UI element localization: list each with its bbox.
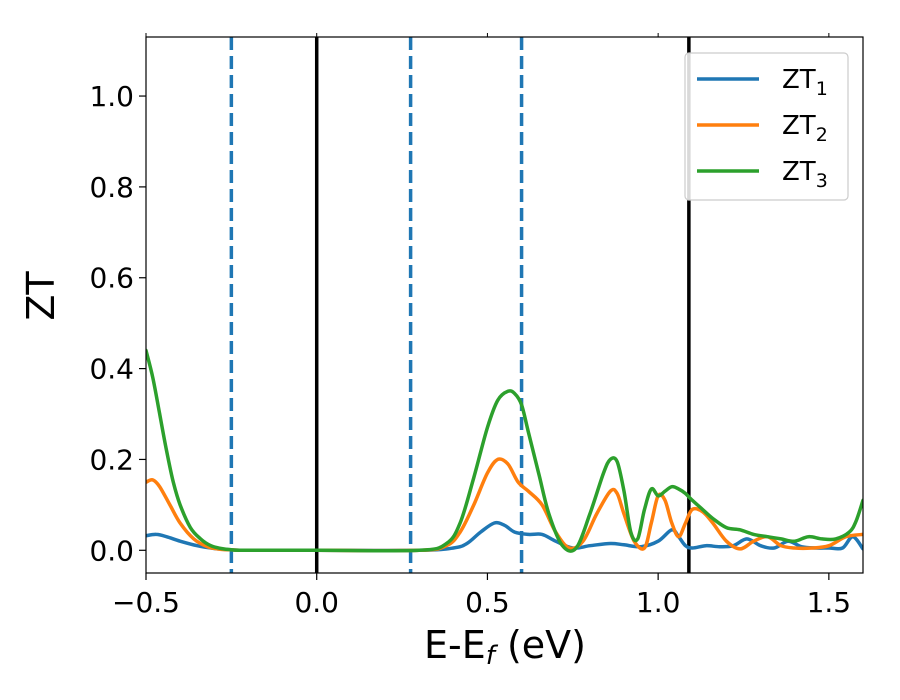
axis-ticks: −0.5 0.0 0.5 1.0 1.5 0.0 0.2 0.4 0.6 0.8 1.0 bbox=[89, 33, 851, 619]
legend-label-zt3: ZT3 bbox=[782, 157, 828, 192]
x-tick-label: 1.0 bbox=[636, 586, 681, 619]
legend-label-zt1: ZT1 bbox=[782, 65, 828, 100]
x-tick-label: 0.0 bbox=[294, 586, 339, 619]
y-axis-label: ZT bbox=[19, 271, 63, 321]
x-tick-label: 1.5 bbox=[807, 586, 852, 619]
legend: ZT1 ZT2 ZT3 bbox=[684, 52, 849, 201]
y-tick-label: 1.0 bbox=[89, 80, 134, 113]
series-layer bbox=[146, 348, 863, 553]
y-tick-label: 0.8 bbox=[89, 171, 134, 204]
y-tick-label: 0.4 bbox=[89, 353, 134, 386]
plot-frame bbox=[145, 36, 864, 574]
legend-box bbox=[684, 52, 849, 201]
y-tick-label: 0.2 bbox=[89, 443, 134, 476]
x-tick-label: 0.5 bbox=[465, 586, 510, 619]
y-tick-label: 0.0 bbox=[89, 534, 134, 567]
series-line-zt2 bbox=[146, 457, 863, 553]
series-line-zt1 bbox=[146, 520, 863, 553]
x-axis-label: E-Ef (eV) bbox=[424, 623, 586, 671]
series-line-zt3 bbox=[146, 348, 863, 553]
x-tick-label: −0.5 bbox=[112, 586, 180, 619]
legend-label-zt2: ZT2 bbox=[782, 111, 828, 146]
y-tick-label: 0.6 bbox=[89, 262, 134, 295]
reference-lines bbox=[229, 37, 691, 573]
